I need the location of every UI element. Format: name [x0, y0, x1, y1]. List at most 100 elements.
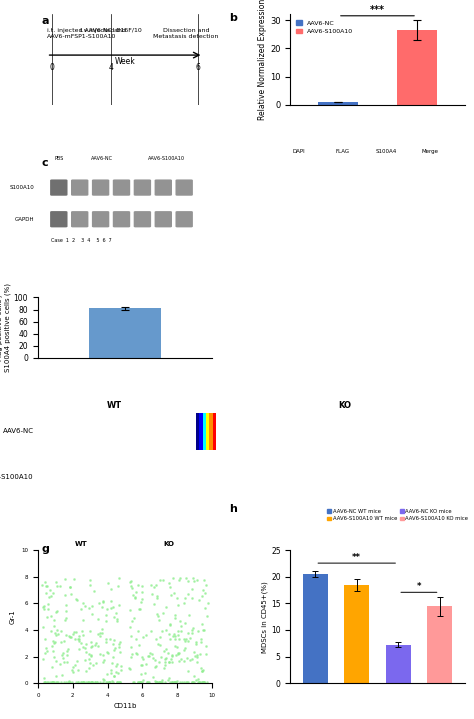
- Point: [129, 589, 137, 600]
- Point: [102, 615, 110, 626]
- Point: [69, 661, 77, 673]
- Point: [201, 602, 209, 613]
- Point: [156, 574, 164, 586]
- Point: [82, 638, 90, 649]
- Point: [68, 664, 75, 676]
- Point: [188, 676, 196, 687]
- Point: [168, 676, 176, 687]
- Bar: [397, 30, 437, 105]
- Point: [41, 577, 49, 588]
- Point: [184, 676, 192, 687]
- Point: [64, 644, 72, 655]
- Point: [53, 676, 61, 687]
- Point: [44, 603, 51, 615]
- Point: [131, 592, 138, 603]
- Point: [104, 647, 112, 659]
- Text: i.t. injected AAV6 NC and
AAV6-mFSP1-S100A10: i.t. injected AAV6 NC and AAV6-mFSP1-S10…: [46, 28, 126, 39]
- Point: [155, 676, 163, 687]
- Point: [193, 649, 201, 661]
- Point: [134, 580, 142, 591]
- Point: [72, 626, 80, 638]
- Point: [177, 620, 184, 632]
- Point: [138, 676, 146, 687]
- Point: [85, 676, 93, 687]
- Point: [99, 673, 107, 684]
- Point: [60, 652, 67, 664]
- Point: [53, 624, 61, 636]
- Point: [77, 676, 85, 687]
- Point: [145, 650, 152, 661]
- Point: [85, 662, 92, 674]
- Point: [169, 572, 177, 584]
- Point: [108, 675, 115, 687]
- Point: [172, 640, 179, 651]
- Point: [53, 676, 60, 687]
- Point: [89, 600, 96, 612]
- Point: [87, 636, 95, 647]
- Point: [48, 641, 55, 652]
- Point: [69, 667, 77, 678]
- Point: [171, 630, 179, 641]
- Point: [181, 597, 188, 608]
- Point: [202, 649, 210, 660]
- Point: [85, 602, 93, 613]
- Point: [135, 639, 143, 651]
- Point: [128, 648, 136, 659]
- Point: [84, 676, 92, 687]
- Point: [105, 676, 112, 687]
- Point: [176, 676, 183, 687]
- Point: [91, 676, 99, 687]
- Point: [91, 676, 99, 687]
- Text: AAV6-S100A10: AAV6-S100A10: [0, 474, 34, 480]
- Text: Case  1  2    3  4    5  6  7: Case 1 2 3 4 5 6 7: [51, 238, 112, 243]
- Point: [94, 613, 102, 625]
- Point: [156, 676, 164, 687]
- Point: [153, 590, 161, 602]
- Point: [135, 603, 142, 615]
- Point: [49, 636, 56, 647]
- Point: [103, 646, 111, 657]
- Point: [91, 585, 98, 597]
- Point: [132, 633, 140, 645]
- Point: [138, 659, 146, 671]
- Point: [107, 676, 114, 687]
- Bar: [89, 308, 161, 358]
- Point: [100, 595, 107, 606]
- Point: [191, 650, 199, 661]
- Point: [73, 676, 80, 687]
- Text: b: b: [229, 12, 237, 22]
- Point: [165, 656, 173, 668]
- Point: [107, 602, 114, 613]
- Point: [191, 676, 198, 687]
- Point: [69, 628, 76, 639]
- Point: [141, 667, 148, 679]
- Bar: [427, 606, 452, 683]
- Point: [188, 592, 196, 604]
- Text: S100A4: S100A4: [375, 149, 397, 154]
- Point: [100, 656, 107, 667]
- Y-axis label: MDSCs in CD45+(%): MDSCs in CD45+(%): [262, 581, 268, 653]
- Point: [62, 613, 70, 624]
- Point: [137, 597, 145, 608]
- Point: [154, 676, 161, 687]
- Bar: [199, 413, 202, 449]
- Point: [193, 574, 201, 585]
- Point: [188, 627, 196, 638]
- Point: [181, 592, 189, 604]
- Point: [102, 633, 109, 645]
- Point: [64, 656, 71, 668]
- FancyBboxPatch shape: [155, 211, 172, 227]
- Point: [109, 651, 117, 662]
- Point: [202, 641, 210, 652]
- Point: [134, 676, 142, 687]
- Point: [163, 601, 170, 613]
- Point: [181, 617, 189, 628]
- Point: [117, 676, 124, 687]
- Point: [48, 676, 55, 687]
- Point: [190, 646, 198, 657]
- Bar: [386, 645, 410, 683]
- Point: [66, 631, 73, 643]
- Point: [165, 672, 173, 684]
- Point: [171, 613, 178, 624]
- Point: [167, 590, 175, 601]
